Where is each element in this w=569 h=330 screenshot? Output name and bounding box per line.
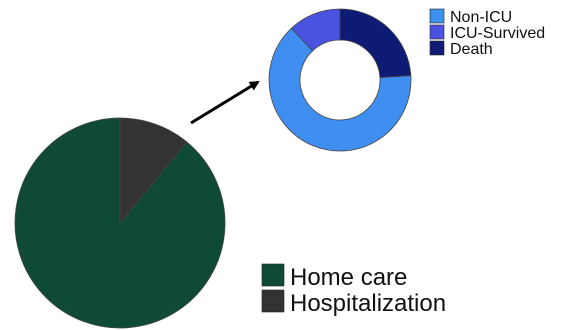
slice-non-icu: [268, 27, 412, 152]
slice-death: [339, 8, 412, 78]
hospitalization-legend-swatch-death: [429, 40, 445, 56]
home-care-pie-chart: [14, 117, 226, 329]
hospitalization-legend-swatch-icu-survived: [429, 24, 445, 40]
pointer-arrow: [190, 80, 260, 125]
home-care-legend-label-home-care: Home care: [290, 264, 407, 291]
hospitalization-legend-label-death: Death: [450, 41, 493, 58]
home-care-legend-label-hospitalization: Hospitalization: [290, 290, 446, 317]
hospitalization-legend-swatch-non-icu: [429, 8, 445, 24]
hospitalization-donut-chart: [268, 8, 412, 152]
hospitalization-legend-label-non-icu: Non-ICU: [450, 9, 512, 26]
hospitalization-legend-label-icu-survived: ICU-Survived: [450, 25, 545, 42]
home-care-legend-swatch-hospitalization: [261, 289, 285, 313]
home-care-legend-swatch-home-care: [261, 263, 285, 287]
slice-hospitalization: [119, 117, 188, 225]
